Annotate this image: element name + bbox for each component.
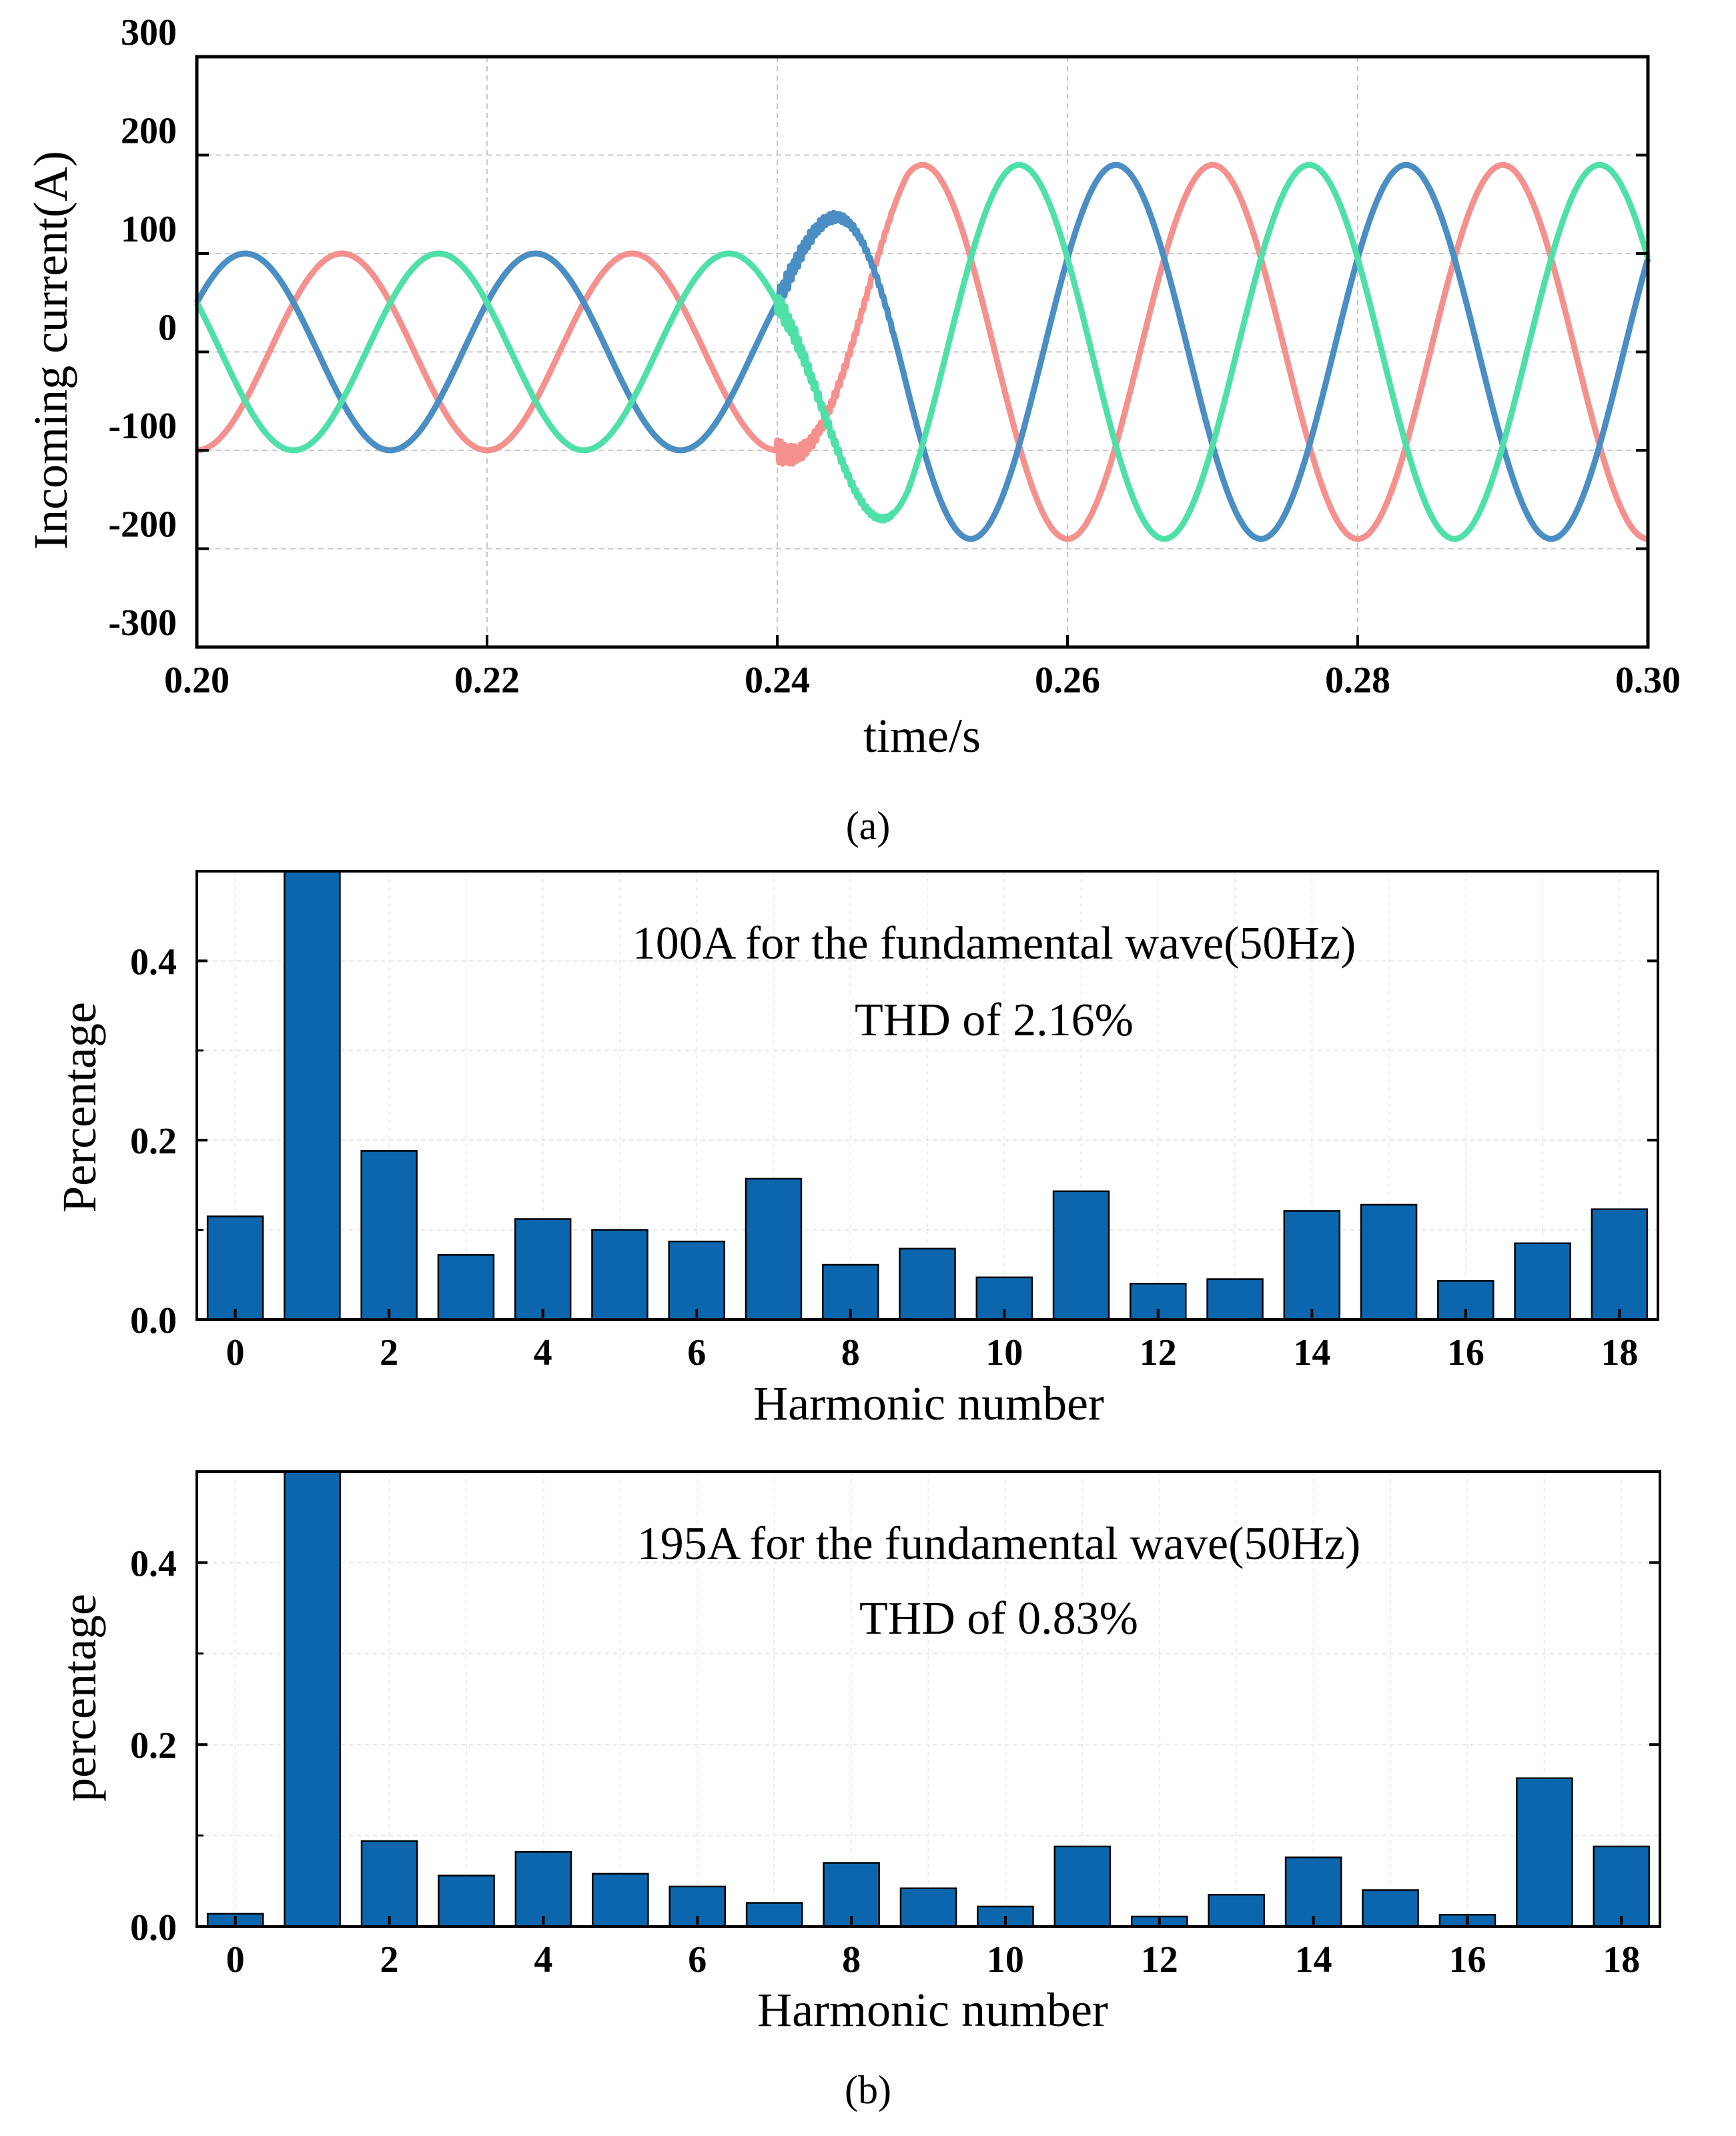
chart-a-ticks: 0.20 0.22 0.24 0.26 0.28 0.30 -300 -200 -100 0 100…	[108, 12, 1681, 701]
b1-xtick-label: 6	[687, 1332, 706, 1374]
b2-ytick-label: 0.0	[130, 1907, 177, 1949]
b2-bar	[360, 1840, 418, 1928]
b2-bar	[438, 1875, 495, 1928]
chart-b2-frame	[195, 1470, 1661, 1928]
b2-xtick-label: 6	[688, 1939, 707, 1981]
b1-xtick-label: 2	[380, 1332, 398, 1374]
chart-b2-bars	[206, 1470, 1651, 1928]
b2-bar	[745, 1902, 803, 1928]
chart-b2-annotation-line2: THD of 0.83%	[859, 1593, 1138, 1644]
chart-b1-ticks: 0.0 0.2 0.4 0 2 4 6 8 10 12 14 16 18	[130, 941, 1658, 1374]
chart-b1-harmonic-bars: 0.0 0.2 0.4 0 2 4 6 8 10 12 14 16 18 100A for the fu…	[53, 870, 1659, 1430]
b1-xtick-label: 4	[534, 1332, 552, 1374]
b1-bar	[1052, 1190, 1110, 1321]
chart-b2-ylabel: percentage	[53, 1594, 106, 1802]
b1-xtick-label: 14	[1293, 1332, 1330, 1374]
chart-a-lines	[194, 161, 1651, 542]
b2-xtick-label: 14	[1295, 1939, 1332, 1981]
b1-bar	[437, 1253, 495, 1321]
chart-b2-ticks: 0.0 0.2 0.4 0 2 4 6 8 10 12 14 16 18	[130, 1543, 1660, 1981]
chart-a-xtick-label: 0.24	[745, 660, 810, 701]
b2-xtick-label: 8	[842, 1939, 861, 1981]
b1-bar	[514, 1218, 572, 1321]
b1-xtick-label: 16	[1447, 1332, 1484, 1374]
b1-bar	[668, 1240, 725, 1321]
chart-b2-xlabel: Harmonic number	[757, 1983, 1108, 2037]
b1-bar	[284, 870, 341, 1321]
chart-a-ytick-label: 200	[121, 111, 177, 152]
chart-a-ylabel: Incoming current(A)	[24, 151, 77, 550]
b1-ytick-label: 0.4	[130, 941, 177, 983]
b2-xtick-label: 4	[534, 1939, 552, 1981]
chart-b1-ylabel: Percentage	[53, 1002, 106, 1213]
b2-bar	[1208, 1894, 1265, 1928]
b1-bar	[360, 1150, 418, 1321]
b1-xtick-label: 0	[226, 1332, 245, 1374]
b2-bar	[284, 1470, 341, 1928]
b1-bar	[591, 1229, 648, 1321]
b1-bar	[1591, 1208, 1649, 1321]
chart-a-xtick-label: 0.26	[1035, 660, 1100, 701]
b2-ytick-label: 0.2	[130, 1725, 177, 1766]
b2-bar	[514, 1850, 572, 1928]
chart-a-ytick-label: 100	[121, 209, 177, 250]
chart-b1-frame	[195, 870, 1659, 1321]
b2-bar	[1362, 1889, 1419, 1928]
b2-xtick-label: 16	[1448, 1939, 1486, 1981]
b1-ytick-label: 0.0	[130, 1300, 177, 1342]
chart-a-ytick-label: -100	[108, 406, 177, 447]
chart-b1-annotation-line2: THD of 2.16%	[855, 995, 1134, 1046]
b2-bar	[1593, 1845, 1651, 1928]
chart-a-series-line	[194, 161, 1651, 542]
chart-b1-annotation-line1: 100A for the fundamental wave(50Hz)	[632, 918, 1356, 969]
b2-xtick-label: 12	[1141, 1939, 1178, 1981]
chart-a-xtick-label: 0.30	[1615, 660, 1681, 701]
b2-bar	[1053, 1845, 1112, 1928]
chart-a-xtick-label: 0.28	[1325, 660, 1390, 701]
chart-a-xlabel: time/s	[863, 709, 981, 762]
chart-a-ytick-label: 0	[158, 308, 177, 349]
b2-xtick-label: 10	[987, 1939, 1024, 1981]
chart-a-xtick-label: 0.20	[164, 660, 230, 701]
b1-xtick-label: 18	[1601, 1332, 1638, 1374]
b2-xtick-label: 2	[380, 1939, 399, 1981]
b2-xtick-label: 0	[226, 1939, 245, 1981]
b2-bar	[592, 1873, 649, 1928]
b1-ytick-label: 0.2	[130, 1121, 177, 1162]
b1-bar	[1206, 1278, 1264, 1321]
b2-xtick-label: 18	[1603, 1939, 1640, 1981]
b1-xtick-label: 10	[985, 1332, 1023, 1374]
b1-bar	[1360, 1203, 1418, 1321]
chart-b2-annotation-line1: 195A for the fundamental wave(50Hz)	[637, 1518, 1361, 1570]
b2-bar	[1284, 1856, 1342, 1928]
chart-a-ytick-label: -300	[108, 602, 177, 644]
b2-bar	[1516, 1777, 1573, 1928]
b1-bar	[899, 1247, 956, 1321]
chart-b1-xlabel: Harmonic number	[753, 1377, 1104, 1430]
chart-b2-harmonic-bars: 0.0 0.2 0.4 0 2 4 6 8 10 12 14 16 18 195A for the fu…	[53, 1470, 1661, 2037]
b2-ytick-label: 0.4	[130, 1543, 177, 1584]
caption-b: (b)	[845, 2068, 891, 2112]
chart-a-ytick-label: -200	[108, 504, 177, 546]
chart-a-xtick-label: 0.22	[454, 660, 520, 701]
b1-bar	[745, 1177, 803, 1321]
b1-bar	[1283, 1210, 1341, 1321]
caption-a: (a)	[846, 804, 891, 848]
chart-a-time-series: 0.20 0.22 0.24 0.26 0.28 0.30 -300 -200 -100 0 100…	[24, 12, 1681, 762]
b1-bar	[206, 1215, 264, 1321]
b1-bar	[1514, 1242, 1571, 1321]
chart-a-ytick-label: 300	[121, 12, 177, 53]
b1-xtick-label: 8	[841, 1332, 860, 1374]
b1-xtick-label: 12	[1140, 1332, 1177, 1374]
b2-bar	[899, 1887, 957, 1928]
